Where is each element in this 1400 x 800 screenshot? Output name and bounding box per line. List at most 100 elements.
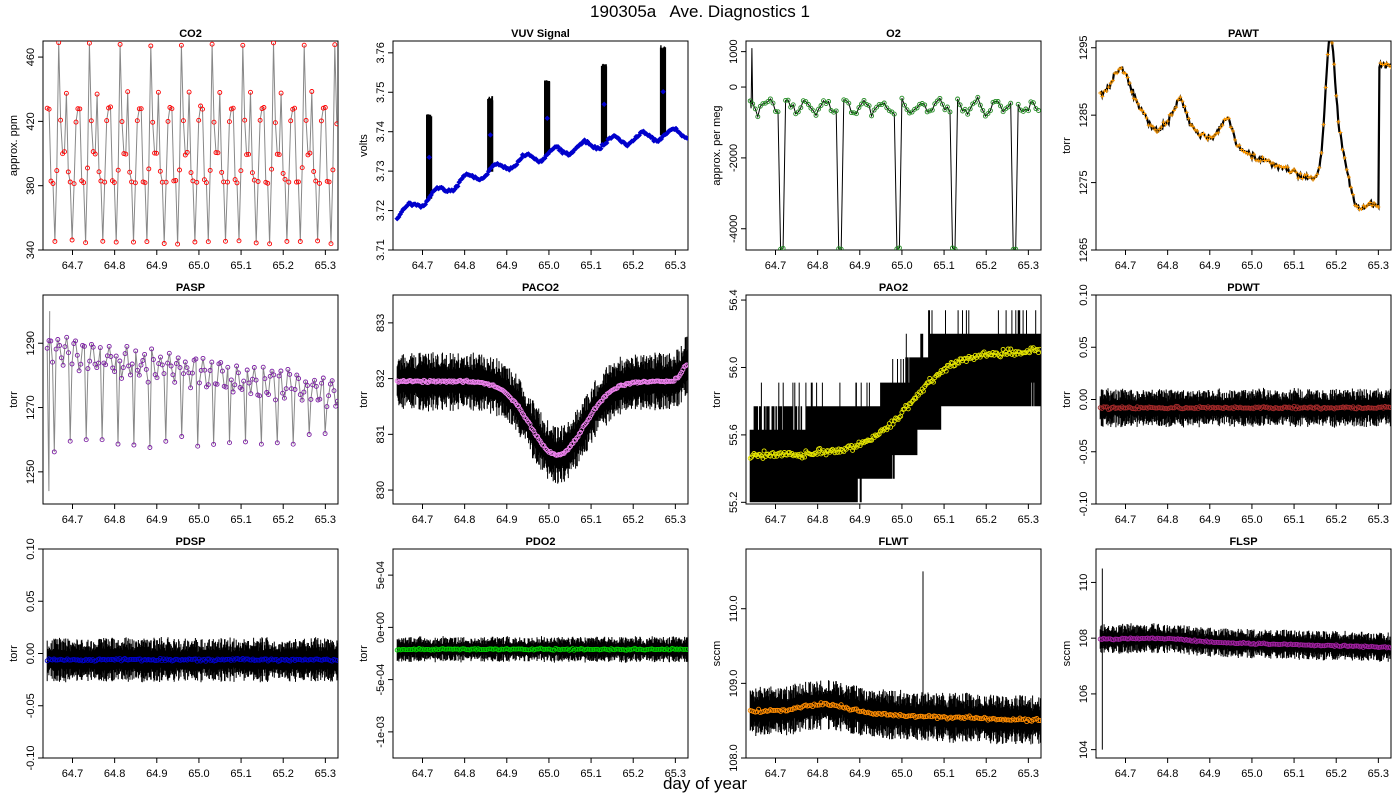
data-point [207,167,213,173]
data-point [1222,117,1227,122]
x-tick-label: 64.8 [104,514,125,526]
data-point [148,43,154,49]
data-point [334,657,338,663]
data-point [312,377,317,383]
data-point [895,417,901,423]
data-point [53,346,59,352]
data-point [955,96,961,102]
data-point [334,121,338,127]
series-group [44,637,338,683]
x-tick-label: 65.0 [538,260,559,272]
data-point [1102,404,1108,410]
data-point [757,103,763,109]
data-point [172,379,178,385]
data-point [324,404,330,410]
data-point [131,442,137,448]
data-point [135,367,140,373]
data-point [1335,405,1341,411]
x-tick-label: 65.0 [1241,514,1262,526]
data-point [574,435,580,441]
data-point [968,715,974,721]
chart-panel-flwt: FLWT 108.0 109.0 110.0 sccm 64.7 64.8 64.9 65.0 6… [711,536,1042,780]
data-point [899,713,905,719]
x-tick-label: 65.1 [933,514,954,526]
y-tick-label: -0.05 [1078,439,1090,464]
data-point [1184,110,1189,115]
data-point [177,365,183,370]
data-point [126,363,132,369]
data-point [209,41,215,47]
data-point [871,107,877,113]
data-point [159,362,165,368]
data-point [541,443,547,449]
data-point [404,647,410,653]
data-point [270,657,276,663]
x-tick-label: 64.8 [454,260,475,272]
data-point [808,105,814,111]
data-point [146,166,152,172]
x-tick-label: 65.0 [891,768,912,780]
data-point [154,375,160,381]
data-point [320,375,326,381]
data-point [317,180,322,186]
data-point [157,168,163,174]
series-group [44,41,338,247]
data-point [1037,718,1041,724]
data-point [634,647,640,652]
data-point [660,88,666,95]
y-tick-label: 5e-04 [375,561,387,589]
data-point [482,647,488,653]
data-point [113,353,119,359]
data-point [1195,638,1201,644]
data-point [1180,99,1185,104]
data-point [1279,164,1284,169]
data-point [238,168,244,174]
x-tick-label: 65.0 [891,260,912,272]
chart-title: FLWT [879,536,909,548]
data-point [152,150,158,156]
data-point [1148,123,1153,128]
data-point [173,361,179,366]
data-point [76,368,82,374]
data-point [514,646,520,652]
data-point [1289,169,1294,174]
chart-title: CO2 [179,28,202,40]
data-point [989,352,995,358]
data-point [294,179,299,185]
data-point [884,427,890,433]
plot-frame [392,40,689,251]
data-point [1228,125,1233,130]
data-point [1157,127,1162,132]
data-point [1260,155,1265,160]
data-point [150,357,156,362]
data-point [823,452,829,458]
x-tick-label: 65.1 [580,260,601,272]
data-point [765,99,771,105]
data-point [617,647,623,652]
data-point [747,98,753,104]
x-tick-label: 65.3 [315,260,336,272]
y-tick-label: -4000 [728,215,740,243]
data-point [273,397,278,403]
data-point [934,98,940,104]
data-point [94,365,100,371]
data-point [790,102,796,108]
data-point [1037,346,1041,352]
x-tick-label: 65.1 [1283,260,1304,272]
data-point [593,646,599,652]
data-point [894,246,900,250]
raw-series-noise [396,336,688,484]
y-axis-label: approx. ppm [8,115,20,176]
data-point [1336,119,1341,124]
data-point [1151,636,1157,642]
raw-series-line [1099,41,1391,212]
data-point [864,101,869,107]
data-point [1346,175,1351,180]
data-point [66,657,72,663]
data-point [244,367,250,373]
chart-panel-vuv-signal: VUV Signal 3.71 3.72 3.73 3.74 3.75 3.76 volts 6… [358,28,689,272]
data-point [886,108,892,114]
series-group [747,48,1041,250]
x-tick-label: 65.0 [1241,768,1262,780]
data-point [333,403,338,409]
